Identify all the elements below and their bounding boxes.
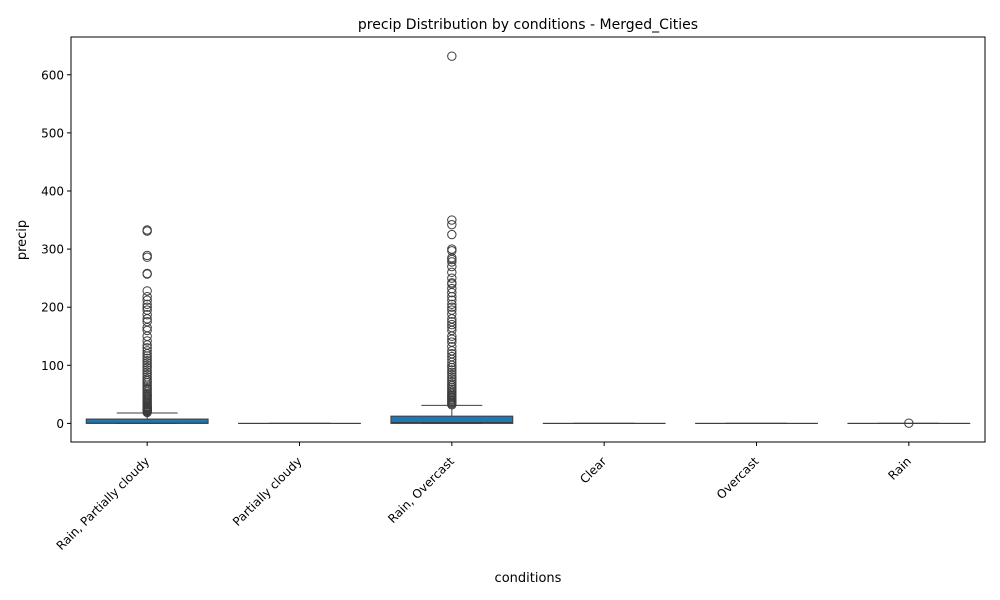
plot-area-frame <box>70 36 986 443</box>
outlier-point <box>142 362 152 373</box>
box-iqr <box>390 415 514 424</box>
outlier-point <box>447 283 457 294</box>
outlier-point <box>142 295 152 305</box>
outlier-point <box>447 342 457 352</box>
outlier-point <box>142 360 152 370</box>
outlier-point <box>447 348 457 359</box>
outlier-point <box>447 369 457 380</box>
outlier-point <box>447 376 457 387</box>
outlier-point <box>447 319 457 330</box>
y-tick-label: 400 <box>41 184 64 198</box>
outlier-point <box>447 267 457 278</box>
y-tick-label: 100 <box>41 359 64 373</box>
outlier-point <box>447 278 457 288</box>
y-tick-label: 300 <box>41 243 64 257</box>
outlier-point <box>447 257 457 267</box>
x-axis-label: conditions <box>495 571 562 586</box>
x-tick-label: Rain, Overcast <box>385 454 457 526</box>
x-tick-label: Rain <box>885 454 914 483</box>
outlier-point <box>447 295 457 305</box>
outlier-point <box>142 292 152 302</box>
outlier-point <box>142 369 152 380</box>
outlier-point <box>447 51 457 61</box>
outlier-point <box>142 372 152 382</box>
outlier-point <box>142 299 152 309</box>
outlier-point <box>447 244 457 254</box>
chart-title: precip Distribution by conditions - Merg… <box>358 17 698 33</box>
outlier-point <box>447 215 457 225</box>
outlier-point <box>447 337 457 347</box>
outlier-point <box>142 305 152 315</box>
outlier-point <box>447 379 457 389</box>
y-tick-label: 600 <box>41 68 64 82</box>
outlier-point <box>447 305 457 315</box>
outlier-point <box>447 374 457 384</box>
x-tick-label: Partially cloudy <box>230 454 305 529</box>
y-tick-label: 200 <box>41 301 64 315</box>
outlier-point <box>142 250 152 261</box>
outlier-point <box>447 317 457 327</box>
x-tick-label: Rain, Partially cloudy <box>54 454 153 553</box>
outlier-point <box>447 367 457 377</box>
outlier-point <box>142 374 152 384</box>
outlier-point <box>447 219 457 230</box>
outlier-point <box>142 343 152 353</box>
outlier-point <box>447 299 457 309</box>
outlier-point <box>142 268 152 279</box>
outlier-point <box>142 355 152 366</box>
y-tick-label: 500 <box>41 126 64 140</box>
y-axis-label: precip <box>15 220 30 260</box>
x-axis: Rain, Partially cloudy Partially cloudy Ra… <box>54 442 914 553</box>
outlier-point <box>447 351 457 362</box>
box-group <box>85 225 209 424</box>
outlier-point <box>904 418 914 428</box>
x-tick-label: Clear <box>577 454 609 486</box>
outlier-point <box>142 286 152 296</box>
outlier-point <box>142 346 152 356</box>
outlier-point <box>447 302 457 312</box>
y-axis: 0 100 200 300 400 500 600 <box>41 68 71 431</box>
outlier-point <box>142 310 152 320</box>
outlier-point <box>142 365 152 375</box>
outlier-point <box>447 309 457 319</box>
boxes-layer <box>85 51 971 428</box>
outlier-point <box>142 336 152 346</box>
outlier-point <box>142 317 152 327</box>
outlier-point <box>142 302 152 312</box>
outlier-point <box>142 353 152 364</box>
y-tick-label: 0 <box>56 417 64 431</box>
x-tick-label: Overcast <box>714 454 762 502</box>
outlier-point <box>142 225 152 235</box>
outlier-point <box>447 372 457 382</box>
outlier-point <box>142 358 152 368</box>
box-group <box>847 418 971 428</box>
outlier-point <box>447 273 457 283</box>
outlier-point <box>142 367 152 377</box>
outlier-point <box>447 229 457 240</box>
box-group <box>390 51 514 424</box>
outlier-point <box>447 365 457 375</box>
